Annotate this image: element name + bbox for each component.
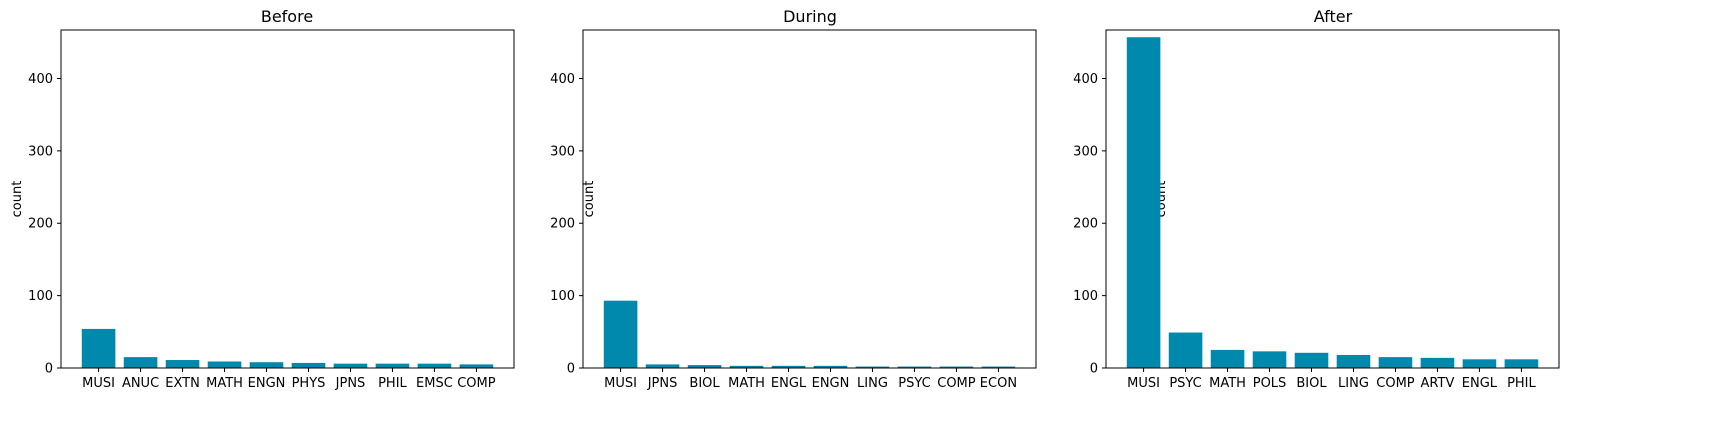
x-tick-label: LING bbox=[1338, 376, 1369, 391]
x-tick-label: MUSI bbox=[604, 376, 637, 391]
x-tick-label: ECON bbox=[980, 376, 1017, 391]
x-tick-label: JPNS bbox=[647, 376, 678, 391]
bar-jpns bbox=[333, 363, 368, 368]
bar-biol bbox=[687, 365, 722, 368]
bar-artv bbox=[1420, 357, 1455, 368]
y-tick-label: 100 bbox=[1073, 289, 1098, 304]
x-tick-label: MATH bbox=[206, 376, 243, 391]
x-tick-label: JPNS bbox=[335, 376, 366, 391]
bar-engn bbox=[813, 365, 848, 368]
bar-musi bbox=[603, 300, 638, 368]
x-tick-label: EMSC bbox=[416, 376, 453, 391]
bar-phil bbox=[375, 363, 410, 368]
y-axis-label: count bbox=[582, 181, 597, 218]
bar-engl bbox=[771, 365, 806, 368]
x-tick-label: ENGN bbox=[248, 376, 286, 391]
x-tick-label: MATH bbox=[1209, 376, 1246, 391]
x-tick-label: BIOL bbox=[689, 376, 720, 391]
y-tick-label: 300 bbox=[28, 144, 53, 159]
y-tick-label: 0 bbox=[567, 362, 575, 377]
x-tick-label: LING bbox=[857, 376, 888, 391]
bar-comp bbox=[939, 366, 974, 368]
y-axis-label: count bbox=[10, 181, 25, 218]
y-tick-label: 0 bbox=[1090, 362, 1098, 377]
panel-title: Before bbox=[261, 7, 313, 26]
bar-phil bbox=[1504, 359, 1539, 368]
y-tick-label: 300 bbox=[1073, 144, 1098, 159]
bar-jpns bbox=[645, 364, 680, 368]
panel-before: Before count 0 100 200 300 400 MUSI ANUC EXTN MA… bbox=[10, 7, 515, 391]
bar-emsc bbox=[417, 363, 452, 368]
x-tick-label: PHYS bbox=[292, 376, 326, 391]
bar-psyc bbox=[897, 366, 932, 368]
x-tick-label: MATH bbox=[728, 376, 765, 391]
x-tick-label: PHIL bbox=[378, 376, 407, 391]
bar-engn bbox=[249, 362, 284, 368]
bar-extn bbox=[165, 360, 200, 368]
bar-musi bbox=[81, 328, 116, 368]
bar-ling bbox=[855, 366, 890, 368]
x-tick-label: POLS bbox=[1253, 376, 1287, 391]
x-tick-label: ENGL bbox=[771, 376, 807, 391]
panel-title: After bbox=[1314, 7, 1353, 26]
x-tick-label: MUSI bbox=[1127, 376, 1160, 391]
panel-title: During bbox=[783, 7, 837, 26]
bar-math bbox=[729, 365, 764, 368]
x-tick-label: MUSI bbox=[82, 376, 115, 391]
bar-econ bbox=[981, 366, 1016, 368]
plot-frame bbox=[1105, 29, 1560, 369]
x-tick-label: ENGN bbox=[812, 376, 850, 391]
bar-musi bbox=[1126, 37, 1161, 369]
bar-psyc bbox=[1168, 332, 1203, 368]
x-tick-label: ANUC bbox=[122, 376, 159, 391]
bar-pols bbox=[1252, 351, 1287, 368]
bar-ling bbox=[1336, 354, 1371, 368]
bar-math bbox=[1210, 349, 1245, 368]
x-tick-label: BIOL bbox=[1296, 376, 1327, 391]
y-tick-label: 400 bbox=[1073, 72, 1098, 87]
y-tick-label: 200 bbox=[550, 217, 575, 232]
y-tick-label: 0 bbox=[45, 362, 53, 377]
bar-comp bbox=[1378, 357, 1413, 368]
x-tick-label: PSYC bbox=[898, 376, 930, 391]
y-tick-label: 200 bbox=[28, 217, 53, 232]
x-tick-label: PHIL bbox=[1507, 376, 1536, 391]
x-tick-label: ARTV bbox=[1421, 376, 1455, 391]
y-tick-label: 200 bbox=[1073, 217, 1098, 232]
x-tick-label: EXTN bbox=[165, 376, 200, 391]
x-tick-label: COMP bbox=[937, 376, 976, 391]
y-tick-label: 100 bbox=[550, 289, 575, 304]
x-tick-label: COMP bbox=[457, 376, 496, 391]
panel-during: During count 0 100 200 300 400 MUSI JPNS BIOL MA… bbox=[550, 7, 1037, 391]
y-tick-label: 400 bbox=[28, 72, 53, 87]
plot-frame bbox=[582, 29, 1037, 369]
y-tick-label: 400 bbox=[550, 72, 575, 87]
x-tick-label: PSYC bbox=[1169, 376, 1201, 391]
plot-frame bbox=[60, 29, 515, 369]
bar-biol bbox=[1294, 352, 1329, 368]
bar-phys bbox=[291, 362, 326, 368]
bar-comp bbox=[459, 364, 494, 368]
y-tick-label: 300 bbox=[550, 144, 575, 159]
bar-anuc bbox=[123, 357, 158, 368]
bar-engl bbox=[1462, 359, 1497, 368]
x-tick-label: ENGL bbox=[1462, 376, 1498, 391]
bar-math bbox=[207, 361, 242, 368]
x-tick-label: COMP bbox=[1376, 376, 1415, 391]
y-tick-label: 100 bbox=[28, 289, 53, 304]
